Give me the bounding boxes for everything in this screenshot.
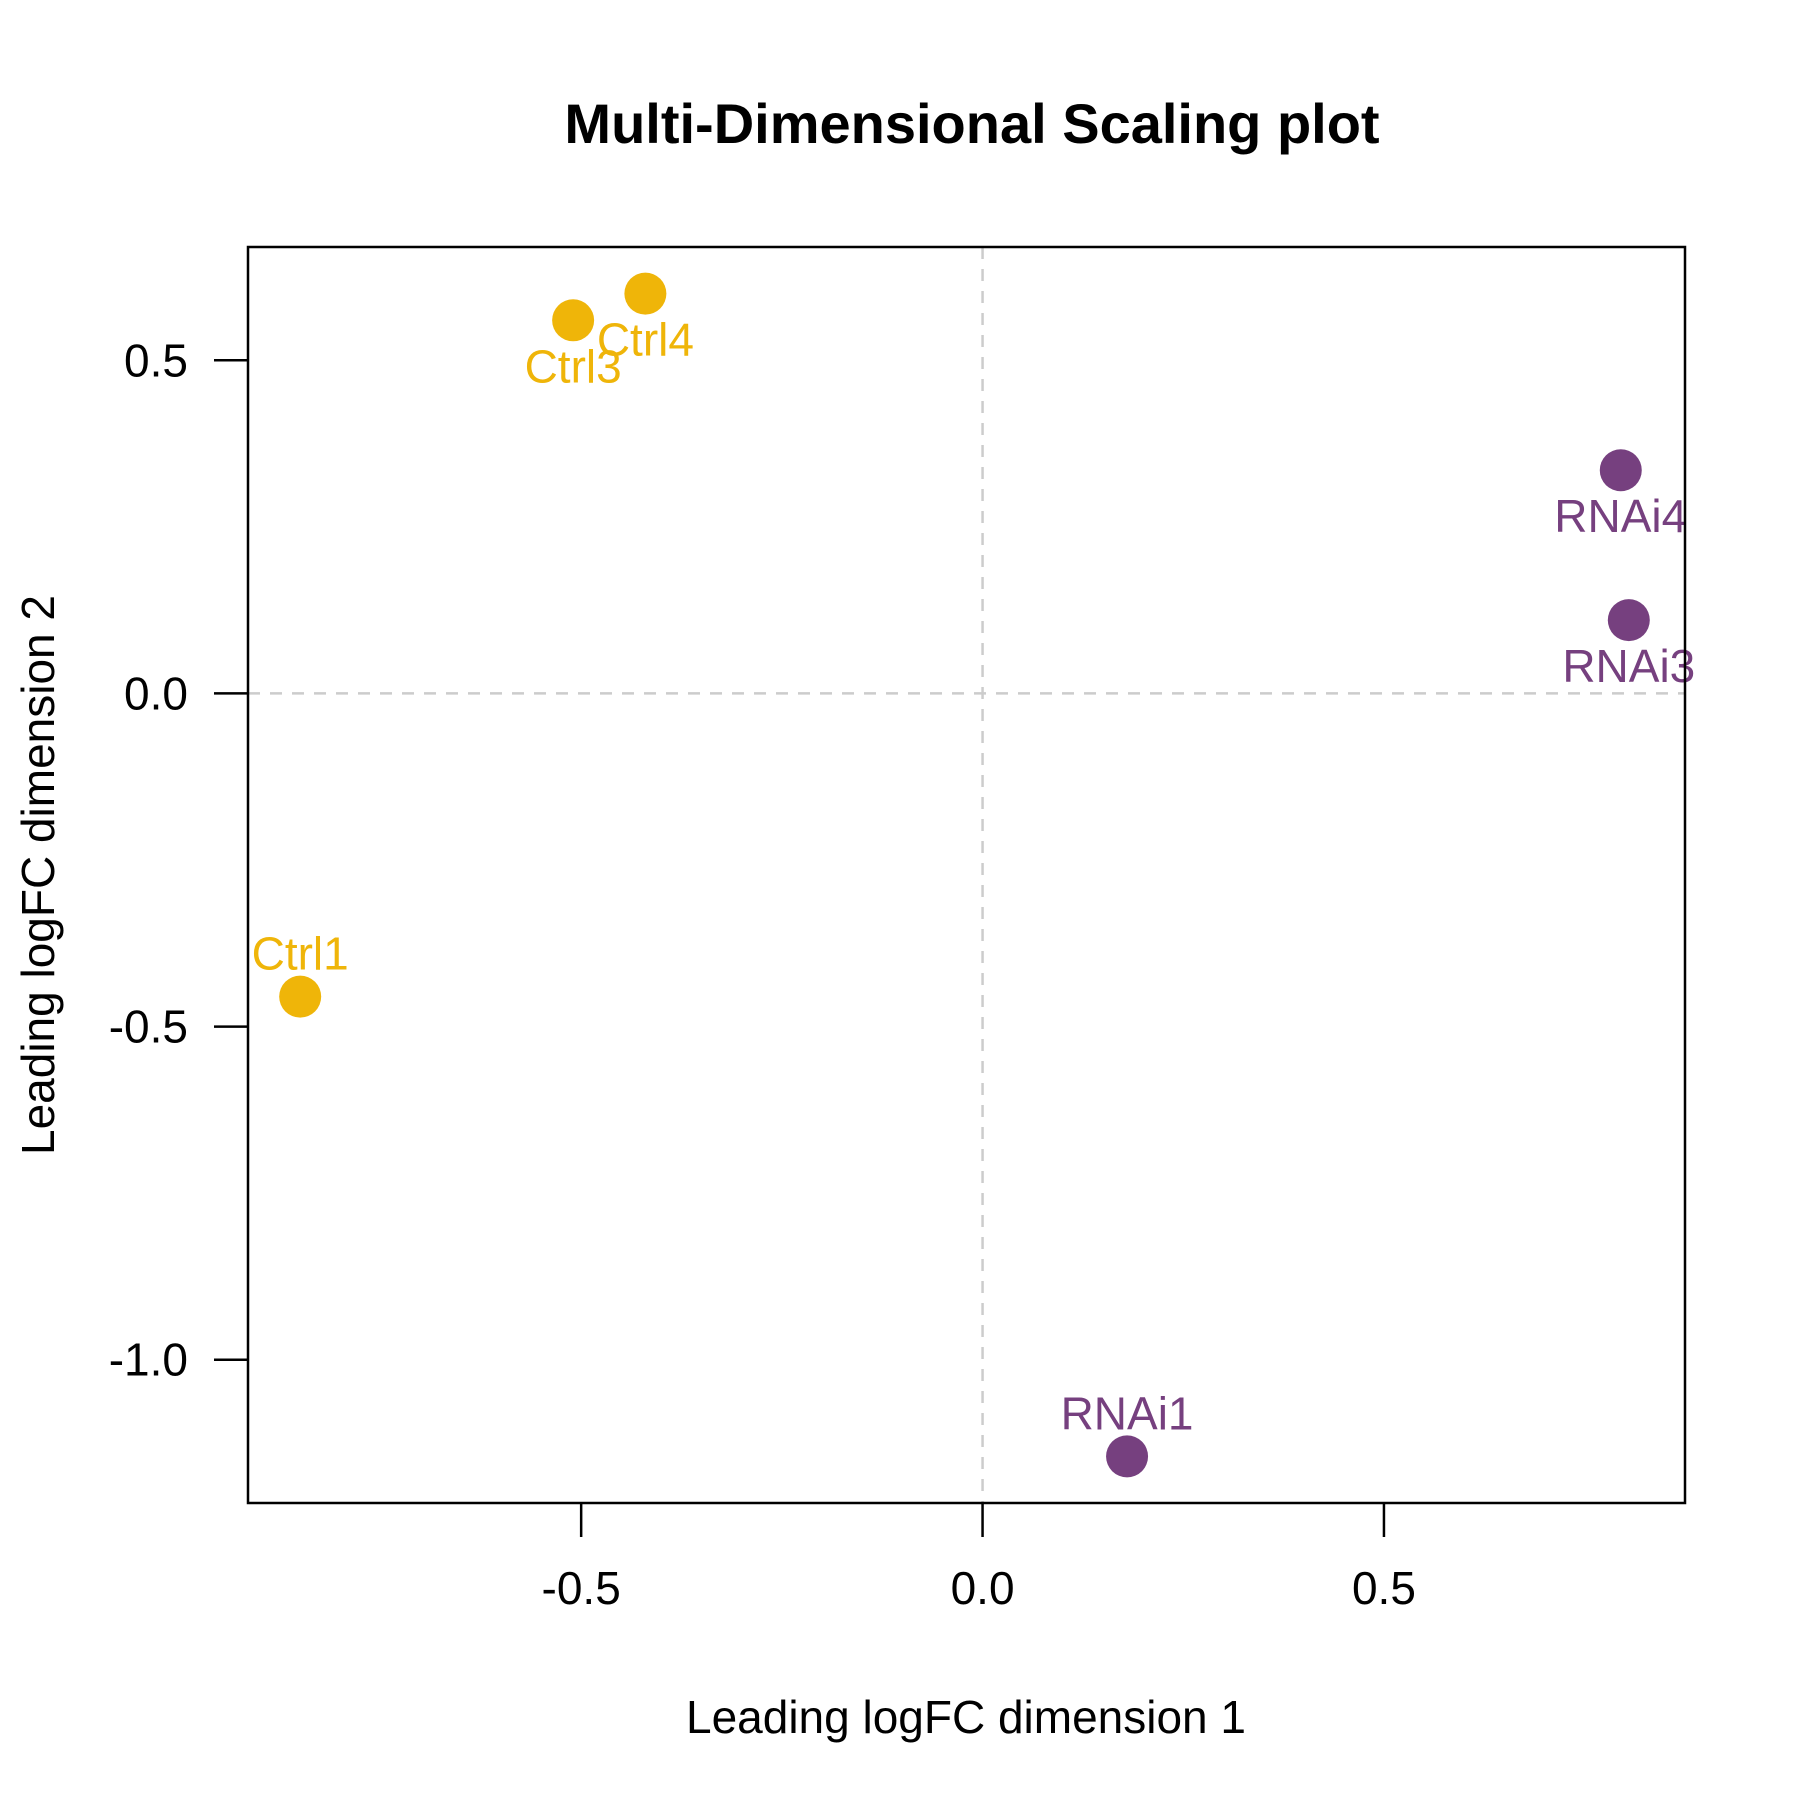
data-point — [624, 272, 667, 315]
point-label: RNAi4 — [1554, 490, 1687, 542]
x-tick-label: 0.5 — [1352, 1562, 1416, 1614]
y-tick-label: -0.5 — [109, 1001, 188, 1053]
x-axis: -0.5 0.0 0.5 — [542, 1503, 1416, 1614]
data-point — [1599, 449, 1642, 492]
data-point — [279, 975, 322, 1018]
y-axis: 0.5 0.0 -0.5 -1.0 — [109, 334, 248, 1386]
point-label: Ctrl3 — [525, 340, 622, 392]
point-label: RNAi3 — [1562, 640, 1695, 692]
data-point — [1106, 1435, 1149, 1478]
x-axis-label: Leading logFC dimension 1 — [686, 1691, 1246, 1743]
point-label: RNAi1 — [1061, 1387, 1194, 1439]
data-point — [552, 299, 595, 342]
y-tick-label: 0.0 — [124, 667, 188, 719]
chart-title: Multi-Dimensional Scaling plot — [564, 92, 1379, 155]
x-tick-label: -0.5 — [542, 1562, 621, 1614]
y-axis-label: Leading logFC dimension 2 — [12, 595, 64, 1155]
y-tick-label: -1.0 — [109, 1334, 188, 1386]
point-label: Ctrl4 — [597, 314, 694, 366]
point-label: Ctrl1 — [252, 928, 349, 980]
plot-frame — [246, 245, 1687, 1505]
data-point — [1607, 599, 1650, 642]
x-tick-label: 0.0 — [951, 1562, 1015, 1614]
y-tick-label: 0.5 — [124, 334, 188, 386]
